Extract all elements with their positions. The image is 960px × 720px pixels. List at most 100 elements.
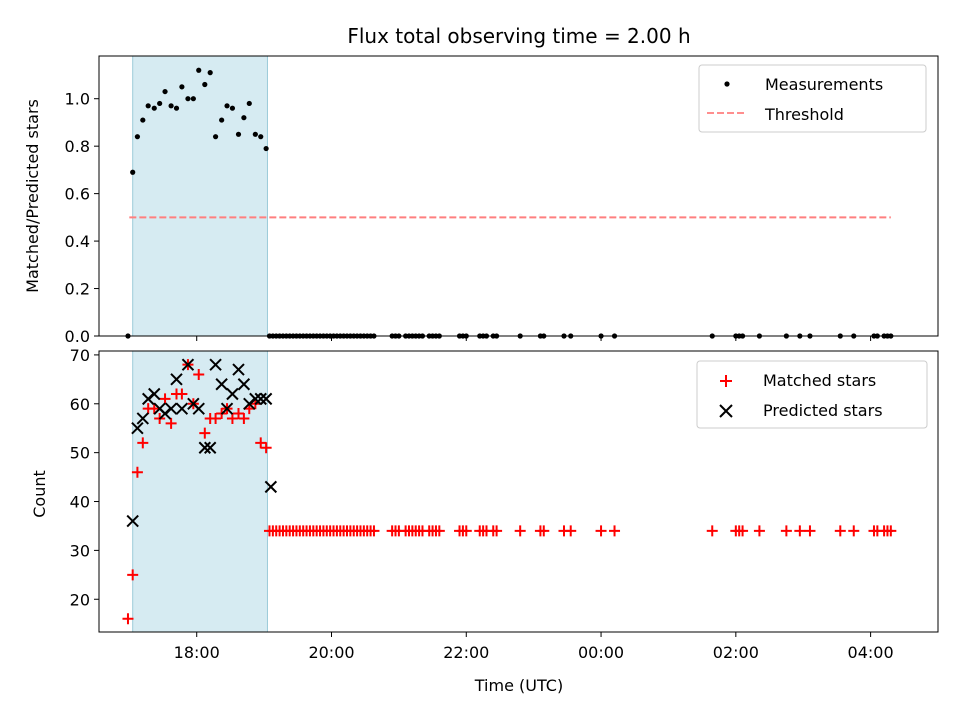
top-panel-y-axis-label: Matched/Predicted stars <box>23 99 42 293</box>
legend-label-matched: Matched stars <box>763 371 876 390</box>
matched-star-point <box>753 525 765 537</box>
x-tick-label: 22:00 <box>443 643 489 662</box>
matched-star-point <box>794 525 806 537</box>
matched-star-point <box>491 525 503 537</box>
matched-star-point <box>210 412 222 424</box>
predicted-star-point <box>148 387 161 401</box>
predicted-star-point <box>164 402 178 415</box>
matched-star-point <box>122 613 134 625</box>
matched-star-point <box>260 442 272 454</box>
measurement-point <box>140 117 146 123</box>
predicted-star-point <box>198 441 212 454</box>
predicted-star-point <box>175 402 189 415</box>
measurement-point <box>134 134 141 140</box>
legend-label-predicted: Predicted stars <box>763 401 883 420</box>
legend-label-threshold: Threshold <box>764 105 844 124</box>
predicted-star-point <box>254 392 267 406</box>
y-tick-label: 0.4 <box>65 232 90 251</box>
measurement-point <box>157 100 163 107</box>
matched-star-point <box>176 388 188 400</box>
predicted-star-point <box>131 422 144 435</box>
measurement-point <box>263 145 269 152</box>
bottom-panel-legend: Matched stars Predicted stars <box>696 360 928 429</box>
y-tick-label: 30 <box>70 541 90 560</box>
matched-star-point <box>131 466 143 478</box>
measurement-point <box>207 70 213 76</box>
matched-star-point <box>834 525 846 537</box>
top-panel-frame <box>98 55 939 337</box>
y-tick-label: 40 <box>70 493 90 512</box>
matched-star-point <box>848 525 860 537</box>
measurement-point <box>162 88 168 95</box>
measurement-point <box>246 100 252 107</box>
matched-star-point <box>780 525 792 537</box>
measurement-point <box>241 115 247 121</box>
measurement-point <box>219 117 225 123</box>
measurement-point <box>185 96 191 102</box>
matched-star-point <box>127 569 139 581</box>
matched-star-point <box>137 437 149 449</box>
bottom-panel: 20 30 40 50 60 70 18:00 20:00 22:00 00:00 02:00 04… <box>30 346 939 695</box>
top-panel: 0.0 0.2 0.4 0.6 0.8 1.0 Matched/Predicted sta… <box>23 55 939 346</box>
matched-star-point <box>232 408 244 420</box>
observing-interval-shade <box>132 350 268 633</box>
y-tick-label: 0.2 <box>65 280 90 299</box>
legend-label-measurements: Measurements <box>765 75 883 94</box>
predicted-star-point <box>203 441 217 454</box>
predicted-star-point <box>209 358 222 371</box>
predicted-star-point <box>264 480 278 494</box>
predicted-star-point <box>249 392 262 406</box>
matched-star-point <box>159 393 171 405</box>
top-panel-x-ticks <box>196 336 872 341</box>
legend-frame <box>696 360 928 429</box>
matched-star-point <box>804 525 816 537</box>
matched-star-point <box>460 525 472 537</box>
measurement-point <box>190 96 196 102</box>
predicted-star-point <box>181 358 195 371</box>
observing-interval-shade <box>132 55 268 337</box>
y-tick-label: 0.6 <box>65 185 90 204</box>
matched-star-point <box>193 368 205 380</box>
x-tick-label: 02:00 <box>713 643 759 662</box>
measurement-point <box>196 67 202 73</box>
matched-star-point <box>148 403 160 415</box>
measurement-point <box>235 131 242 137</box>
bottom-panel-frame <box>98 350 939 633</box>
bottom-panel-y-axis-label: Count <box>30 470 49 518</box>
y-tick-label: 0.8 <box>65 137 90 156</box>
measurement-point <box>173 105 180 111</box>
matched-star-point <box>514 525 526 537</box>
matched-star-point <box>706 525 718 537</box>
measurement-point <box>224 103 230 109</box>
y-tick-label: 1.0 <box>65 90 90 109</box>
matched-star-point <box>368 525 380 537</box>
measurement-point <box>229 105 236 111</box>
legend-plus-marker <box>720 375 732 387</box>
top-panel-legend: Measurements Threshold <box>698 64 927 133</box>
measurement-point <box>179 84 185 90</box>
predicted-star-point <box>226 387 239 401</box>
x-tick-label: 04:00 <box>848 643 894 662</box>
matched-star-point <box>433 525 445 537</box>
x-axis-label: Time (UTC) <box>474 676 563 695</box>
legend-x-marker <box>719 404 733 418</box>
matched-star-point <box>226 412 238 424</box>
y-tick-label: 50 <box>70 444 90 463</box>
y-tick-label: 60 <box>70 395 90 414</box>
predicted-star-point <box>215 378 228 391</box>
y-tick-label: 0.0 <box>65 327 90 346</box>
predicted-star-point <box>259 392 273 406</box>
predicted-star-point <box>192 402 205 415</box>
predicted-star-point <box>136 412 150 425</box>
measurement-point <box>258 134 264 140</box>
matched-star-point <box>165 417 177 429</box>
matched-star-point <box>609 525 621 537</box>
predicted-star-point <box>220 402 234 415</box>
measurement-point <box>202 81 208 88</box>
bottom-panel-marks <box>122 358 897 625</box>
chart-title: Flux total observing time = 2.00 h <box>347 24 690 48</box>
predicted-star-point <box>126 514 139 528</box>
legend-frame <box>698 64 927 133</box>
matched-star-point <box>565 525 577 537</box>
